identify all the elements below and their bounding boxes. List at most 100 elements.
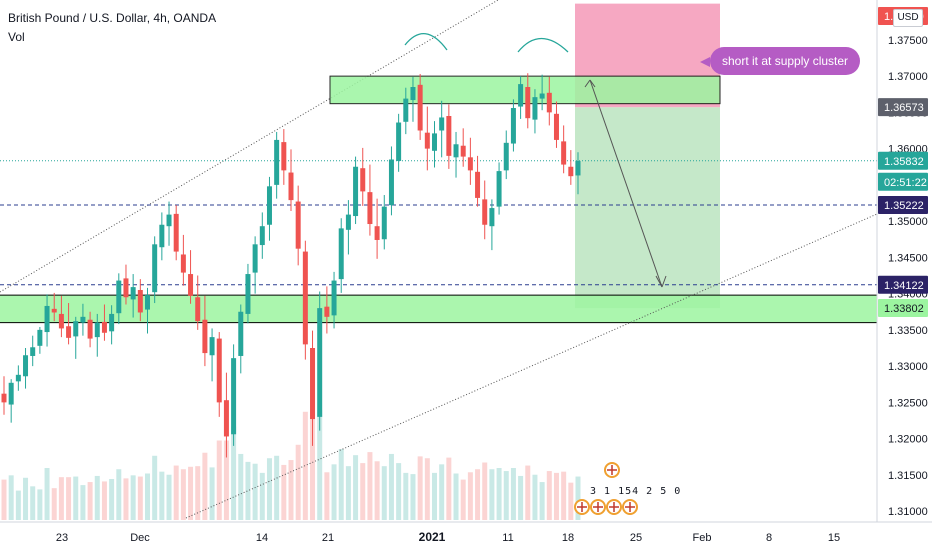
- candle-body: [15, 374, 21, 382]
- volume-bar: [518, 475, 524, 520]
- volume-bar: [1, 479, 7, 520]
- currency-button[interactable]: USD: [893, 9, 923, 27]
- volume-bar: [532, 474, 538, 520]
- candle-body: [388, 159, 394, 206]
- volume-bar: [482, 462, 488, 520]
- candle-body: [281, 142, 287, 171]
- volume-bar: [30, 486, 36, 520]
- candles: [1, 73, 581, 458]
- candle-body: [73, 321, 79, 337]
- volume-bar: [166, 474, 172, 520]
- candle-body: [496, 171, 502, 207]
- candle-body: [302, 251, 308, 345]
- time-tick-label: 8: [766, 532, 772, 544]
- volume-bar: [467, 472, 473, 520]
- volume-bar: [109, 479, 115, 520]
- volume-indicator-label[interactable]: Vol: [8, 30, 25, 44]
- volume-bar: [245, 461, 251, 520]
- volume-bar: [353, 455, 359, 520]
- time-tick-label: 11: [502, 532, 513, 544]
- price-label: 02:51:22: [884, 177, 927, 189]
- volume-bar: [266, 458, 272, 520]
- volume-bar: [87, 482, 93, 520]
- volume-bar: [381, 466, 387, 520]
- price-label-bg: [878, 275, 928, 294]
- price-label: 1.36573: [884, 102, 924, 114]
- trade-annotation-callout[interactable]: short it at supply cluster: [699, 47, 861, 75]
- candle-body: [403, 98, 409, 122]
- volume-bars: [1, 410, 581, 520]
- candle-body: [475, 171, 481, 198]
- price-axis-labels: 1.380001.365731.3583202:51:221.352221.34…: [878, 7, 928, 317]
- candle-body: [173, 213, 179, 252]
- symbol-title: British Pound / U.S. Dollar, 4h, OANDA: [8, 11, 217, 25]
- time-axis-ticks: 23 Dec 14 21 2021 11 18 25 Feb 8 15: [56, 530, 840, 544]
- candle-body: [553, 113, 559, 140]
- volume-bar: [23, 477, 29, 520]
- candle-body: [510, 108, 516, 144]
- candle-body: [223, 400, 229, 437]
- candle-body: [345, 214, 351, 230]
- candle-body: [381, 206, 387, 240]
- volume-bar: [94, 475, 100, 520]
- candle-body: [245, 274, 251, 314]
- price-tick-label: 1.31000: [888, 506, 928, 518]
- volume-bar: [8, 475, 14, 520]
- candle-body: [295, 201, 301, 249]
- candle-body: [145, 295, 150, 310]
- candle-body: [123, 278, 129, 298]
- candle-body: [116, 280, 122, 314]
- volume-bar: [453, 473, 459, 520]
- volume-bar: [80, 485, 86, 520]
- candle-body: [546, 92, 552, 113]
- price-tick-label: 1.33000: [888, 361, 928, 373]
- candle-body: [94, 322, 100, 338]
- volume-bar: [388, 453, 394, 520]
- candle-body: [252, 244, 258, 273]
- candle-body: [360, 168, 366, 192]
- volume-bar: [173, 465, 179, 520]
- volume-bar: [460, 479, 466, 520]
- candle-body: [188, 274, 194, 296]
- price-label: 1.35832: [884, 156, 924, 168]
- volume-bar: [302, 411, 308, 520]
- volume-bar: [345, 466, 351, 520]
- take-profit-zone: [575, 107, 720, 309]
- volume-bar: [58, 477, 64, 520]
- volume-bar: [510, 468, 516, 520]
- candle-body: [532, 97, 538, 120]
- candle-body: [331, 280, 337, 316]
- candle-body: [525, 87, 531, 119]
- candle-body: [130, 287, 136, 300]
- candle-body: [317, 308, 323, 417]
- volume-bar: [403, 472, 409, 520]
- candle-body: [518, 84, 524, 107]
- volume-bar: [152, 455, 158, 520]
- volume-bar: [324, 472, 330, 520]
- volume-bar: [281, 464, 287, 520]
- candle-body: [274, 139, 280, 185]
- candle-body: [238, 311, 244, 356]
- volume-bar: [575, 476, 581, 520]
- candle-body: [30, 347, 36, 356]
- volume-bar: [252, 463, 258, 520]
- price-label-bg: [878, 172, 928, 191]
- candle-body: [159, 224, 165, 248]
- volume-bar: [561, 471, 567, 520]
- candle-body: [410, 87, 416, 101]
- candle-body: [453, 144, 459, 158]
- volume-bar: [331, 464, 337, 520]
- channel-upper-line: [0, 0, 499, 293]
- time-axis-bg: [0, 522, 932, 550]
- event-markers: [574, 462, 638, 515]
- candle-body: [489, 208, 495, 227]
- price-label: 1.34122: [884, 280, 924, 292]
- candle-body: [503, 142, 509, 171]
- projection-arrow-line: [589, 79, 663, 288]
- candle-body: [8, 382, 14, 405]
- price-tick-label: 1.35000: [888, 216, 928, 228]
- volume-bar: [159, 471, 165, 520]
- candle-body: [202, 319, 208, 354]
